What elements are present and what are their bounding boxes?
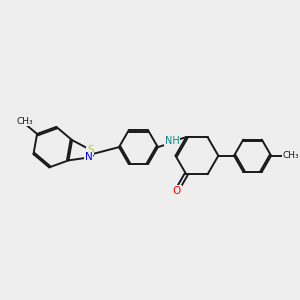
Text: S: S bbox=[87, 145, 94, 155]
Text: CH₃: CH₃ bbox=[283, 151, 299, 160]
Text: O: O bbox=[173, 186, 181, 196]
Text: NH: NH bbox=[165, 136, 179, 146]
Text: CH₃: CH₃ bbox=[16, 116, 33, 125]
Text: N: N bbox=[85, 152, 93, 163]
